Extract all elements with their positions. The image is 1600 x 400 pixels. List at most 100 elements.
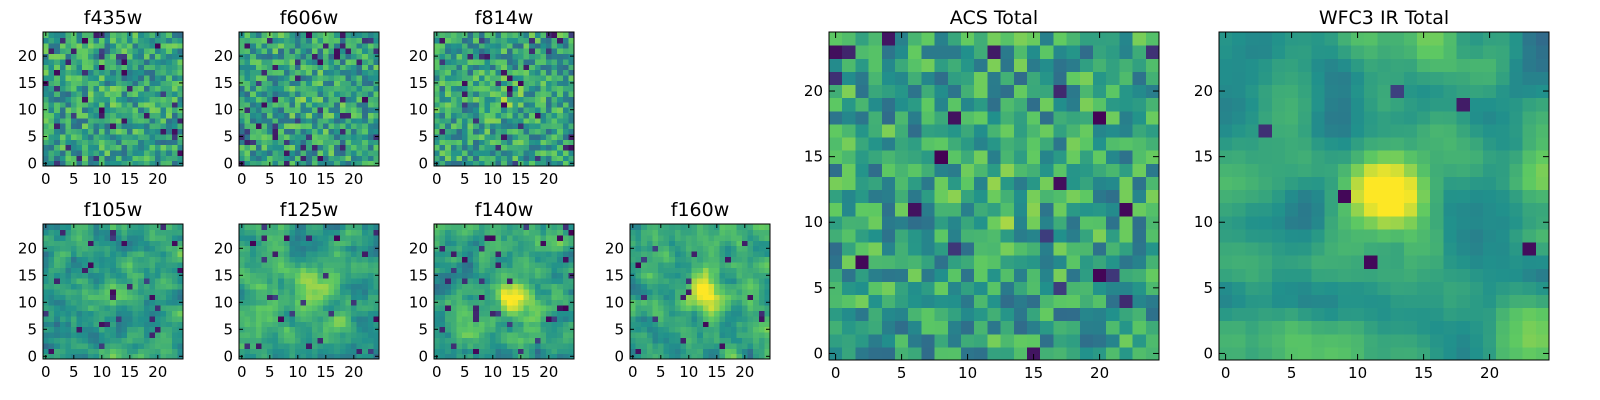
heatmap-cell <box>311 278 318 284</box>
heatmap-cell <box>529 267 536 274</box>
heatmap-cell <box>708 337 715 344</box>
heatmap-cell <box>373 278 380 284</box>
heatmap-cell <box>764 321 771 328</box>
heatmap-cell <box>351 305 358 311</box>
heatmap-cell <box>501 326 508 333</box>
heatmap-cell <box>356 278 363 284</box>
heatmap-cell <box>267 107 274 113</box>
heatmap-cell <box>546 332 553 338</box>
heatmap-cell <box>708 321 715 328</box>
heatmap-cell <box>143 337 150 344</box>
heatmap-cell <box>557 48 564 55</box>
heatmap-cell <box>110 294 117 301</box>
heatmap-cell <box>445 288 452 295</box>
heatmap-cell <box>473 90 480 97</box>
heatmap-cell <box>730 278 737 284</box>
heatmap-cell <box>250 321 257 328</box>
heatmap-cell <box>367 96 374 103</box>
heatmap-cell <box>306 80 313 87</box>
heatmap-cell <box>250 74 257 81</box>
heatmap-cell <box>686 272 693 279</box>
heatmap-cell <box>272 69 279 76</box>
heatmap-cell <box>842 281 856 295</box>
heatmap-cell <box>166 85 173 92</box>
heatmap-cell <box>540 326 547 333</box>
heatmap-cell <box>568 305 575 311</box>
heatmap-cell <box>742 256 749 263</box>
heatmap-cell <box>630 294 637 301</box>
heatmap-cell <box>250 337 257 344</box>
heatmap-cell <box>132 112 139 119</box>
heatmap-cell <box>747 310 754 317</box>
heatmap-cell <box>467 85 474 92</box>
heatmap-cell <box>562 48 569 55</box>
heatmap-cell <box>65 112 72 119</box>
heatmap-cell <box>278 128 285 135</box>
heatmap-cell <box>306 305 313 311</box>
heatmap-cell <box>1119 228 1134 243</box>
heatmap-cell <box>323 85 330 92</box>
heatmap-cell <box>1145 255 1160 269</box>
heatmap-cell <box>48 123 55 130</box>
heatmap-cell <box>658 326 665 333</box>
heatmap-cell <box>961 228 975 243</box>
heatmap-cell <box>551 96 558 103</box>
heatmap-cell <box>562 80 569 87</box>
heatmap-cell <box>244 80 251 87</box>
heatmap-cell <box>132 234 139 241</box>
heatmap-cell <box>339 101 346 108</box>
heatmap-cell <box>160 240 167 247</box>
heatmap-cell <box>59 272 66 279</box>
heatmap-cell <box>495 310 502 317</box>
heatmap-cell <box>540 112 547 119</box>
heatmap-cell <box>551 42 558 49</box>
heatmap-cell <box>540 256 547 263</box>
heatmap-cell <box>65 32 72 38</box>
heatmap-cell <box>155 240 162 247</box>
heatmap-cell <box>758 348 765 355</box>
heatmap-cell <box>736 278 743 284</box>
heatmap-cell <box>764 224 771 230</box>
heatmap-cell <box>1145 307 1160 322</box>
heatmap-cell <box>1040 215 1054 230</box>
heatmap-cell <box>747 348 754 355</box>
heatmap-cell <box>71 310 78 317</box>
heatmap-cell <box>473 234 480 241</box>
heatmap-cell <box>652 224 659 230</box>
y-tick-label: 5 <box>418 320 428 338</box>
heatmap-cell <box>557 348 564 355</box>
heatmap-cell <box>300 85 307 92</box>
heatmap-cell <box>484 64 491 71</box>
heatmap-cell <box>557 353 564 360</box>
heatmap-cell <box>255 283 262 290</box>
heatmap-cell <box>345 69 352 76</box>
heatmap-cell <box>842 189 856 204</box>
heatmap-cell <box>306 288 313 295</box>
heatmap-cell <box>166 245 173 252</box>
heatmap-cell <box>367 128 374 135</box>
heatmap-cell <box>300 37 307 44</box>
heatmap-cell <box>568 155 575 162</box>
heatmap-cell <box>697 299 704 306</box>
heatmap-cell <box>551 117 558 124</box>
heatmap-cell <box>334 272 341 279</box>
heatmap-cell <box>345 283 352 290</box>
heatmap-cell <box>283 283 290 290</box>
heatmap-cell <box>434 149 441 156</box>
heatmap-cell <box>445 64 452 71</box>
heatmap-cell <box>484 256 491 263</box>
heatmap-cell <box>356 144 363 151</box>
heatmap-cell <box>261 288 268 295</box>
heatmap-cell <box>166 294 173 301</box>
heatmap-cell <box>462 112 469 119</box>
heatmap-cell <box>311 353 318 360</box>
heatmap-cell <box>76 337 83 344</box>
heatmap-cell <box>534 69 541 76</box>
heatmap-cell <box>121 305 128 311</box>
heatmap-cell <box>730 283 737 290</box>
heatmap-cell <box>115 144 122 151</box>
heatmap-cell <box>736 272 743 279</box>
heatmap-cell <box>495 283 502 290</box>
y-tick-label: 20 <box>214 239 233 257</box>
heatmap-cell <box>456 256 463 263</box>
